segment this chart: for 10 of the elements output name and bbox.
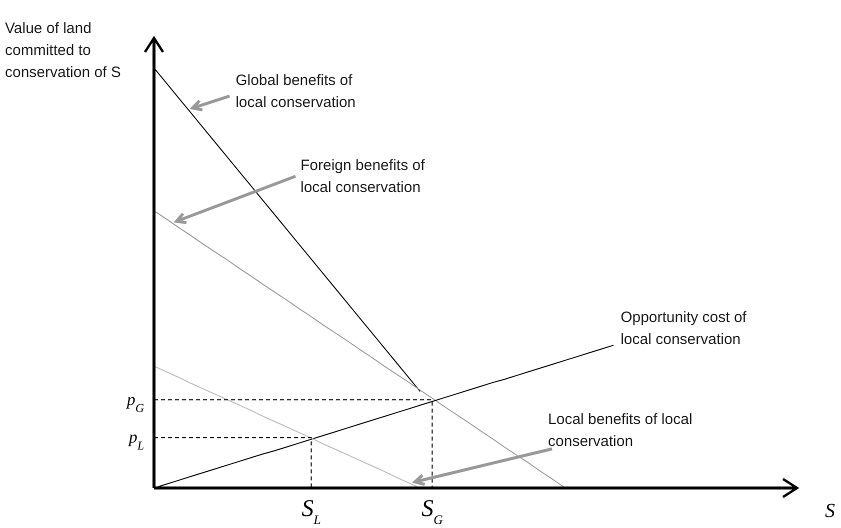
series-label: Opportunity cost of local conservation — [620, 308, 748, 350]
x-axis-title: S — [825, 500, 835, 523]
x-tick-label: S$_{G}$ — [421, 496, 444, 526]
text: Foreign benefits of local conservation — [300, 156, 426, 198]
x-tick-label: S$_{L}$ — [302, 496, 321, 526]
text: Local benefits of local conservation — [548, 410, 694, 452]
y-axis-title: Value of land committed to conservation of S — [5, 19, 122, 83]
ref-line-label: p$_{L}$ — [128, 428, 144, 453]
text: Global benefits of local conservation — [236, 71, 357, 114]
ref-line-label: p$_{G}$ — [126, 390, 144, 415]
